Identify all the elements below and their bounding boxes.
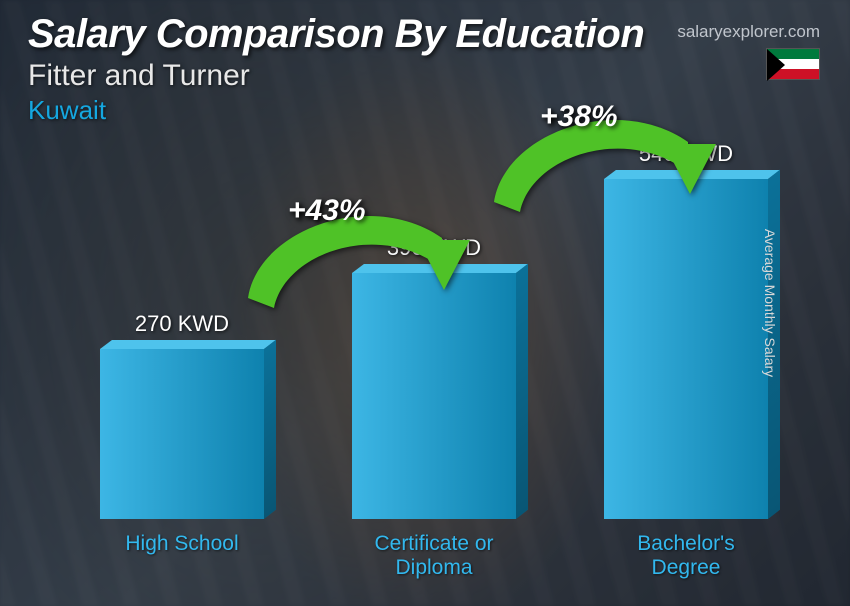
increase-arrow: +43% (230, 180, 490, 335)
bar-label: Certificate orDiploma (352, 532, 516, 588)
page-country: Kuwait (28, 95, 822, 126)
y-axis-label: Average Monthly Salary (762, 229, 778, 377)
bar-label: High School (100, 532, 264, 588)
bar-chart: 270 KWDHigh School390 KWDCertificate orD… (30, 140, 800, 588)
bar-side-face (264, 340, 276, 519)
bar-group: 270 KWD High School (100, 349, 264, 588)
bar-top-face (100, 340, 276, 349)
bar: 270 KWD (100, 349, 264, 519)
bar-label: Bachelor'sDegree (604, 532, 768, 588)
flag-kuwait (766, 48, 820, 80)
increase-percent: +43% (288, 194, 366, 228)
flag-trapezoid-black (767, 49, 785, 81)
bar-side-face (516, 264, 528, 519)
watermark-text: salaryexplorer.com (677, 22, 820, 42)
page-subtitle: Fitter and Turner (28, 59, 822, 93)
bar-group: 540 KWDBachelor'sDegree (604, 179, 768, 588)
bar-front-face (100, 349, 264, 519)
